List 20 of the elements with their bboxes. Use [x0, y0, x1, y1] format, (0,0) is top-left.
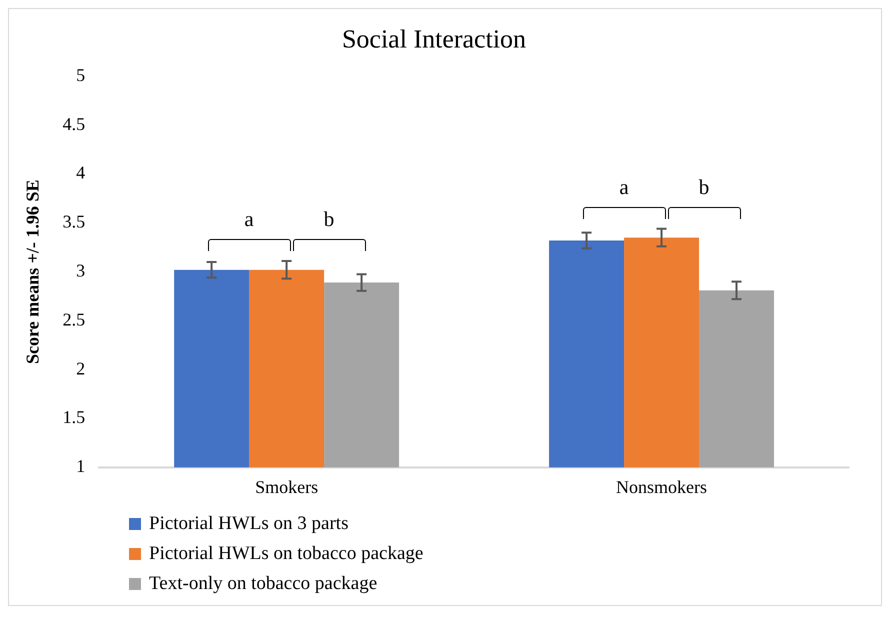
annotation: b: [698, 174, 710, 200]
y-tick-label: 4: [76, 162, 86, 183]
annotation: a: [243, 207, 255, 232]
legend-label: Pictorial HWLs on 3 parts: [149, 513, 348, 535]
y-tick-label: 2.5: [62, 309, 86, 330]
y-axis-title: Score means +/- 1.96 SE: [22, 180, 42, 364]
y-tick-label: 1: [76, 456, 86, 476]
legend-label: Text-only on tobacco package: [149, 573, 378, 595]
y-tick-label: 3: [76, 260, 86, 281]
annotation: b: [322, 207, 336, 232]
y-tick-label: 5: [76, 64, 86, 85]
annotation: a: [618, 174, 630, 200]
y-tick-label: 1.5: [62, 407, 86, 428]
legend-label: Pictorial HWLs on tobacco package: [149, 543, 424, 565]
y-tick-label: 3.5: [62, 212, 86, 232]
y-tick-label: 4.5: [62, 114, 86, 134]
x-tick-label: Nonsmokers: [616, 476, 708, 497]
chart-title: Social Interaction: [342, 24, 526, 54]
x-tick-label: Smokers: [255, 476, 318, 497]
y-tick-label: 2: [76, 358, 86, 378]
